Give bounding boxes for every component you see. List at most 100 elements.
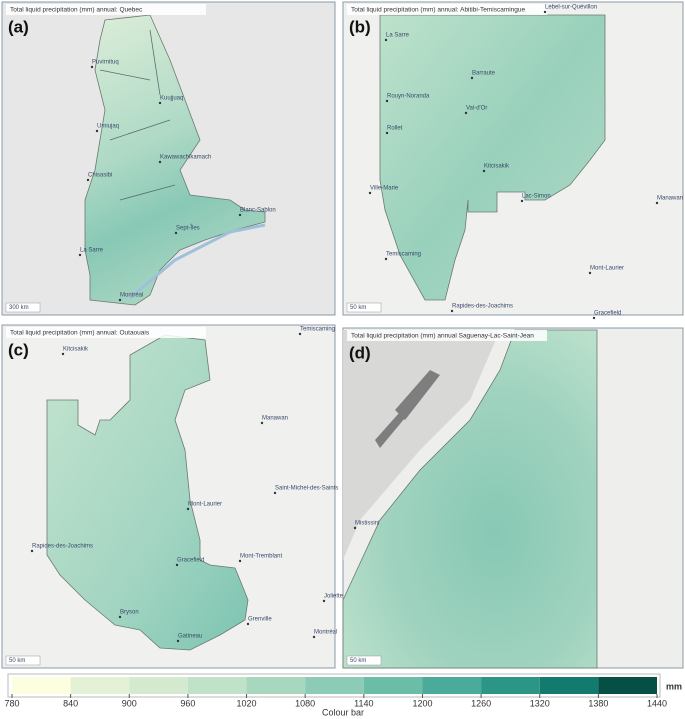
- place-name: Barraute: [472, 71, 496, 77]
- rivers: [99, 29, 176, 201]
- place-name: Temiscaming: [300, 327, 335, 333]
- place-dot: [592, 316, 596, 320]
- place-dot: [90, 65, 94, 69]
- place-dot: [238, 213, 242, 217]
- region-shape: [379, 14, 606, 301]
- place-dot: [368, 191, 372, 195]
- panel-title: Total liquid precipitation (mm) annual: …: [10, 330, 150, 337]
- title-box: [6, 327, 206, 338]
- place-name: Gracefield: [594, 311, 621, 317]
- place-name: Montréal: [120, 293, 143, 299]
- scale-label: 50 km: [350, 658, 366, 664]
- map-panel: Total liquid precipitation (mm) annual S…: [342, 327, 684, 669]
- colorbar-segment: [12, 677, 71, 694]
- place-name: Joliette: [324, 594, 344, 600]
- place-dot: [385, 99, 389, 103]
- place-name: Gracefield: [177, 558, 204, 564]
- colorbar-segment: [539, 677, 599, 694]
- place-dot: [482, 169, 486, 173]
- colorbar-segment: [129, 677, 188, 694]
- scale-bar: [5, 302, 41, 313]
- title-box: [6, 4, 206, 15]
- panel-label: (d): [349, 343, 371, 362]
- place-dot: [238, 559, 242, 563]
- title-box: [347, 330, 547, 341]
- place-name: Saint-Michel-des-Saints: [275, 486, 338, 492]
- place-name: Rouyn-Noranda: [387, 94, 430, 100]
- place-dot: [273, 491, 277, 495]
- place-dot: [78, 253, 82, 257]
- place-name: Ville-Marie: [370, 186, 399, 192]
- scale-bar: [346, 302, 382, 313]
- place-name: La Sarre: [386, 33, 410, 39]
- place-name: Manawan: [657, 196, 683, 202]
- place-dot: [385, 131, 389, 135]
- colorbar-tick-label: 1140: [354, 698, 373, 708]
- scale-label: 50 km: [350, 305, 366, 311]
- colorbar-tick-label: 1080: [295, 698, 315, 708]
- colorbar-tick-label: 1200: [412, 698, 432, 708]
- place-name: Mont-Laurier: [188, 502, 222, 508]
- place-name: Puvirnituq: [92, 60, 119, 66]
- colorbar-segment: [187, 677, 247, 694]
- region-shape: [46, 334, 249, 651]
- place-dot: [158, 160, 162, 164]
- scale-bar: [346, 655, 382, 666]
- place-name: Mont-Laurier: [590, 266, 624, 272]
- colorbar-segment: [363, 677, 423, 694]
- place-name: Blanc-Sablon: [240, 208, 276, 214]
- place-name: Grenville: [248, 617, 272, 623]
- place-dot: [312, 635, 316, 639]
- map-panel: Total liquid precipitation (mm) annual: …: [1, 1, 336, 316]
- place-dot: [30, 549, 34, 553]
- place-dot: [543, 10, 547, 14]
- place-dot: [588, 271, 592, 275]
- place-dot: [450, 309, 454, 313]
- place-name: Gatineau: [178, 634, 202, 640]
- scale-label: 300 km: [9, 305, 29, 311]
- place-dot: [464, 111, 468, 115]
- panel-label: (a): [8, 17, 29, 36]
- place-dot: [158, 101, 162, 105]
- colorbar-tick-label: 1260: [471, 698, 491, 708]
- panel-label: (b): [349, 17, 371, 36]
- colorbar-tick-label: 780: [4, 698, 19, 708]
- region-shape: [342, 329, 598, 669]
- panel-title: Total liquid precipitation (mm) annual: …: [10, 7, 143, 14]
- place-dot: [260, 421, 264, 425]
- colorbar-segment: [305, 677, 364, 694]
- panel-title: Total liquid precipitation (mm) annual: …: [351, 7, 526, 14]
- land-relief: [343, 330, 500, 560]
- place-name: Temiscaming: [386, 252, 421, 258]
- place-name: Montréal: [314, 630, 337, 636]
- panel-title: Total liquid precipitation (mm) annual S…: [351, 333, 534, 340]
- colorbar-unit: mm: [666, 681, 682, 691]
- place-dot: [322, 599, 326, 603]
- place-dot: [61, 352, 65, 356]
- place-name: Kuujjuaq: [160, 96, 183, 102]
- place-dot: [384, 38, 388, 42]
- place-dot: [95, 129, 99, 133]
- title-box: [347, 4, 547, 15]
- place-dot: [118, 615, 122, 619]
- place-name: Kitcisakik: [484, 164, 510, 170]
- place-dot: [86, 178, 90, 182]
- place-name: La Sarre: [80, 248, 104, 254]
- place-dot: [353, 526, 357, 530]
- colorbar-segment: [422, 677, 482, 694]
- scale-bar: [5, 655, 41, 666]
- place-dot: [174, 231, 178, 235]
- map-panel: Total liquid precipitation (mm) annual: …: [1, 324, 344, 669]
- place-dot: [298, 332, 302, 336]
- place-name: Manawan: [262, 416, 288, 422]
- colorbar-segment: [246, 677, 306, 694]
- place-name: Lac-Simon: [522, 194, 551, 200]
- place-name: Lebel-sur-Quévillon: [545, 5, 597, 11]
- place-name: Rapides-des-Joachims: [452, 304, 513, 310]
- colorbar-tick-label: 1320: [530, 698, 550, 708]
- place-dot: [118, 298, 122, 302]
- colorbar-tick-label: 1380: [588, 698, 608, 708]
- lake: [375, 370, 440, 448]
- place-dot: [470, 76, 474, 80]
